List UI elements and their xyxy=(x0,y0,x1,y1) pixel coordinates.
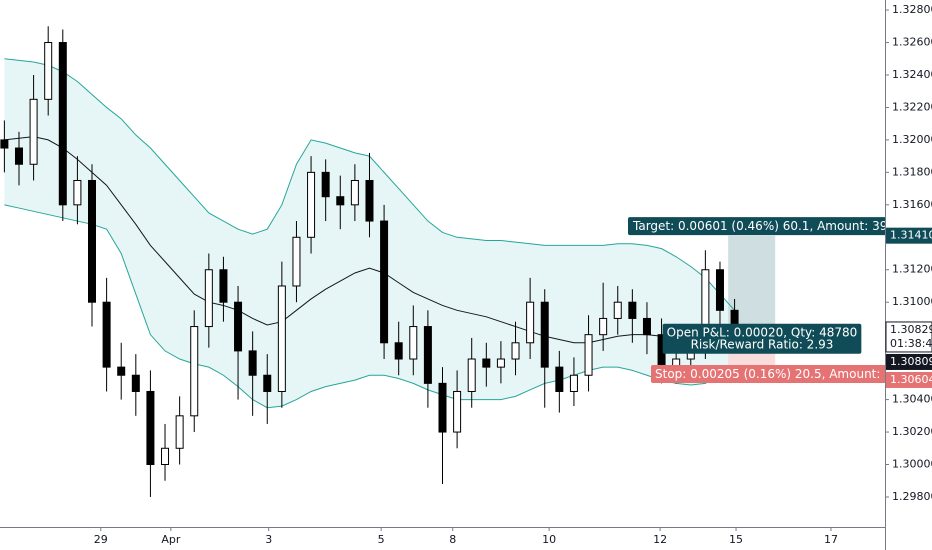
candle-body xyxy=(467,358,476,392)
y-tick-label: 1.32200 xyxy=(892,100,932,113)
candle-body xyxy=(146,390,155,466)
candle-body xyxy=(555,366,564,392)
x-tick-label: 3 xyxy=(265,533,272,546)
x-tick-label: 10 xyxy=(542,533,556,546)
y-tick-label: 1.31000 xyxy=(892,295,932,308)
y-tick-label: 1.30200 xyxy=(892,425,932,438)
candle-body xyxy=(642,317,651,336)
x-tick-label: 8 xyxy=(449,533,456,546)
axis-bg xyxy=(885,0,932,550)
stop-label-text: Stop: 0.00205 (0.16%) 20.5, Amount: 0 xyxy=(655,367,892,381)
candle-body xyxy=(14,147,23,165)
x-tick-label: 29 xyxy=(94,533,108,546)
candle-body xyxy=(394,342,403,360)
candle-body xyxy=(540,301,549,368)
candle-body xyxy=(569,374,578,392)
candle-body xyxy=(88,179,97,303)
candle-body xyxy=(219,269,228,303)
y-tick-label: 1.32000 xyxy=(892,133,932,146)
candle-body xyxy=(175,415,184,449)
candle-body xyxy=(58,42,67,206)
target-label: Target: 0.00601 (0.46%) 60.1, Amount: 39… xyxy=(628,217,919,236)
band-middle xyxy=(4,136,735,344)
candle-body xyxy=(248,350,257,376)
candle-body xyxy=(102,301,111,368)
candle-body xyxy=(321,171,330,198)
candle-body xyxy=(131,374,140,392)
price-label: 1.31410 xyxy=(890,229,932,242)
candle-body xyxy=(453,390,462,433)
candle-body xyxy=(628,301,637,319)
y-tick-label: 1.32800 xyxy=(892,3,932,16)
countdown: 01:38:40 xyxy=(890,337,932,350)
candle-body xyxy=(307,171,316,238)
candle-body xyxy=(190,326,199,417)
y-tick-label: 1.30400 xyxy=(892,393,932,406)
x-tick-label: 5 xyxy=(378,533,385,546)
candle-body xyxy=(29,98,38,165)
x-tick-label: Apr xyxy=(161,533,181,546)
pnl-box: Open P&L: 0.00020, Qty: 48780Risk/Reward… xyxy=(662,323,862,354)
candle-body xyxy=(277,285,286,392)
candle-body xyxy=(292,236,301,287)
candle-body xyxy=(0,139,9,149)
y-tick-label: 1.31600 xyxy=(892,198,932,211)
price-label-bg xyxy=(886,353,932,370)
candle-body xyxy=(73,179,82,206)
candle-body xyxy=(380,220,389,344)
pnl-box-bg xyxy=(662,323,862,354)
candle-body xyxy=(482,358,491,368)
price-label-bg xyxy=(886,227,932,244)
x-tick-label: 12 xyxy=(653,533,667,546)
price-label-bg xyxy=(886,371,932,388)
target-label-text: Target: 0.00601 (0.46%) 60.1, Amount: 39… xyxy=(632,219,914,233)
y-tick-label: 1.31200 xyxy=(892,263,932,276)
stop-label: Stop: 0.00205 (0.16%) 20.5, Amount: 0 xyxy=(651,364,896,383)
x-tick-label: 15 xyxy=(729,533,743,546)
stop-label-bg xyxy=(651,364,896,383)
price-label: 1.30809 xyxy=(890,355,932,368)
candle-body xyxy=(44,42,53,100)
price-label-bg xyxy=(885,321,932,353)
candle-body xyxy=(584,334,593,376)
candle-body xyxy=(336,196,345,206)
y-tick-label: 1.32600 xyxy=(892,36,932,49)
x-tick-label: 17 xyxy=(824,533,838,546)
price-label: 1.30829 xyxy=(890,323,932,336)
candle-body xyxy=(511,342,520,360)
candle-body xyxy=(350,179,359,206)
candle-body xyxy=(234,301,243,352)
y-tick-label: 1.30000 xyxy=(892,458,932,471)
candle-body xyxy=(409,326,418,360)
candle-body xyxy=(438,382,447,433)
price-label: 1.30604 xyxy=(890,373,932,386)
y-tick-label: 1.31800 xyxy=(892,165,932,178)
y-tick-label: 1.32400 xyxy=(892,68,932,81)
band-lower xyxy=(4,204,735,409)
candle-body xyxy=(365,179,374,222)
rr-label: Risk/Reward Ratio: 2.93 xyxy=(691,338,834,352)
candle-body xyxy=(423,326,432,384)
candle-body xyxy=(263,374,272,392)
y-tick-label: 1.29800 xyxy=(892,490,932,503)
candle-body xyxy=(117,366,126,376)
candle-body xyxy=(204,269,213,328)
candle-body xyxy=(613,301,622,319)
candle-body xyxy=(599,317,608,336)
candle-body xyxy=(496,358,505,368)
candle-body xyxy=(715,269,724,311)
pnl-label: Open P&L: 0.00020, Qty: 48780 xyxy=(667,326,858,340)
candle-body xyxy=(161,447,170,466)
candle-body xyxy=(526,301,535,344)
target-label-bg xyxy=(628,217,919,236)
